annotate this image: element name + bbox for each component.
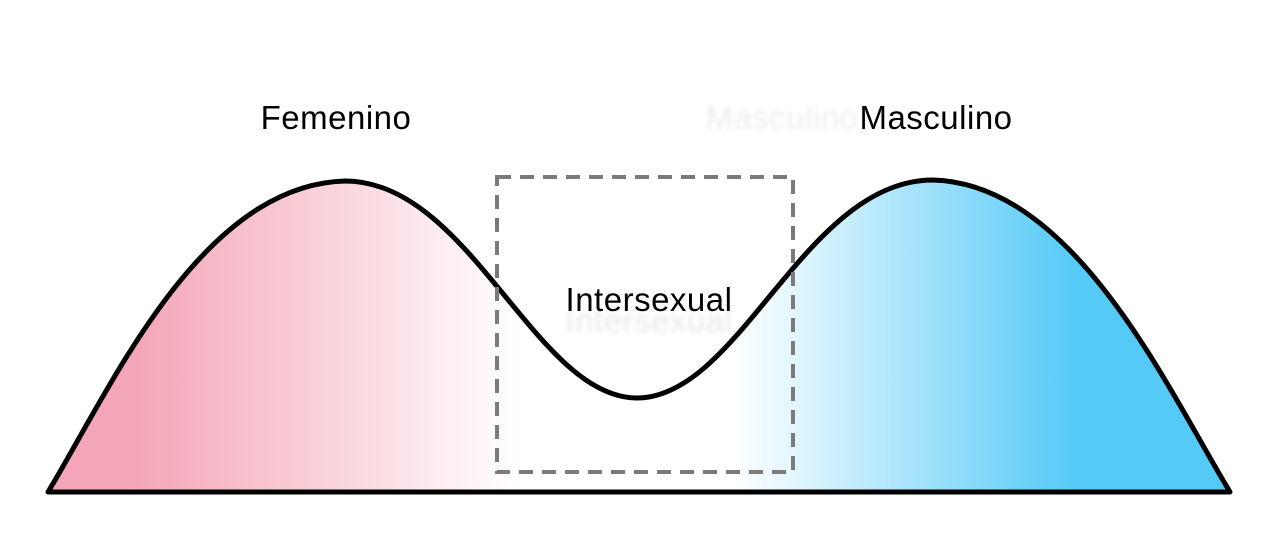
ghost-masculino-label: Masculino [705,99,859,136]
intersexual-label: Intersexual [565,281,733,318]
intersex-dashed-highlight-box [495,175,795,474]
femenino-label: Femenino [260,99,412,136]
ghost-intersexual-label: Intersexual [565,302,733,339]
bimodal-distribution-curve [45,177,1233,495]
masculino-label: Masculino [859,99,1013,136]
